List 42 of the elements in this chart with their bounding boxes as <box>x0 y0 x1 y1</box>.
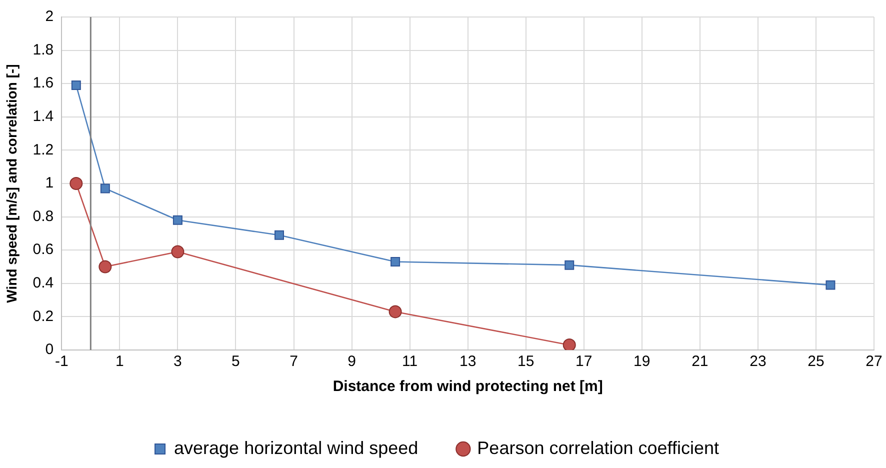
x-tick-label: -1 <box>54 353 68 370</box>
y-tick-label: 0.6 <box>32 241 54 258</box>
x-tick-label: 13 <box>459 353 476 370</box>
y-tick-label: 1.2 <box>32 141 54 158</box>
y-tick-label: 1.4 <box>32 108 54 126</box>
x-tick-label: 9 <box>348 353 356 370</box>
y-tick-label: 0 <box>45 341 54 358</box>
point <box>274 230 284 240</box>
point <box>826 280 836 290</box>
point <box>172 215 182 225</box>
legend-label: Pearson correlation coefficient <box>477 438 719 458</box>
point <box>171 245 184 258</box>
x-axis-title: Distance from wind protecting net [m] <box>332 378 603 396</box>
y-tick-label: 1.6 <box>32 74 54 92</box>
point <box>390 257 400 266</box>
x-tick-label: 17 <box>576 353 592 370</box>
x-tick-label: 27 <box>866 353 882 370</box>
point <box>564 260 574 270</box>
y-tick-label: 1.8 <box>32 41 54 58</box>
y-tick-label: 0.4 <box>32 274 54 292</box>
point <box>70 177 83 190</box>
y-axis-title: Wind speed [m/s] and correlation [-] <box>3 64 20 303</box>
x-tick-label: 23 <box>750 353 766 370</box>
x-tick-label: 11 <box>402 353 418 370</box>
x-tick-label: 15 <box>518 353 534 370</box>
x-tick-label: 5 <box>232 353 240 370</box>
y-tick-label: 0.8 <box>32 208 54 225</box>
x-tick-label: 19 <box>634 353 650 370</box>
y-tick-label: 2 <box>45 8 54 26</box>
x-tick-label: 21 <box>692 353 708 370</box>
y-tick-label: 0.2 <box>32 308 54 325</box>
x-tick-label: 25 <box>808 353 824 370</box>
point <box>388 305 402 318</box>
point <box>562 338 576 350</box>
point <box>100 184 110 194</box>
x-tick-label: 1 <box>116 353 124 370</box>
y-tick-label: 1 <box>45 174 54 192</box>
x-tick-label: 3 <box>174 353 182 370</box>
legend-label: average horizontal wind speed <box>174 438 418 458</box>
x-tick-label: 7 <box>290 353 298 370</box>
point <box>71 80 81 90</box>
point <box>98 260 112 274</box>
